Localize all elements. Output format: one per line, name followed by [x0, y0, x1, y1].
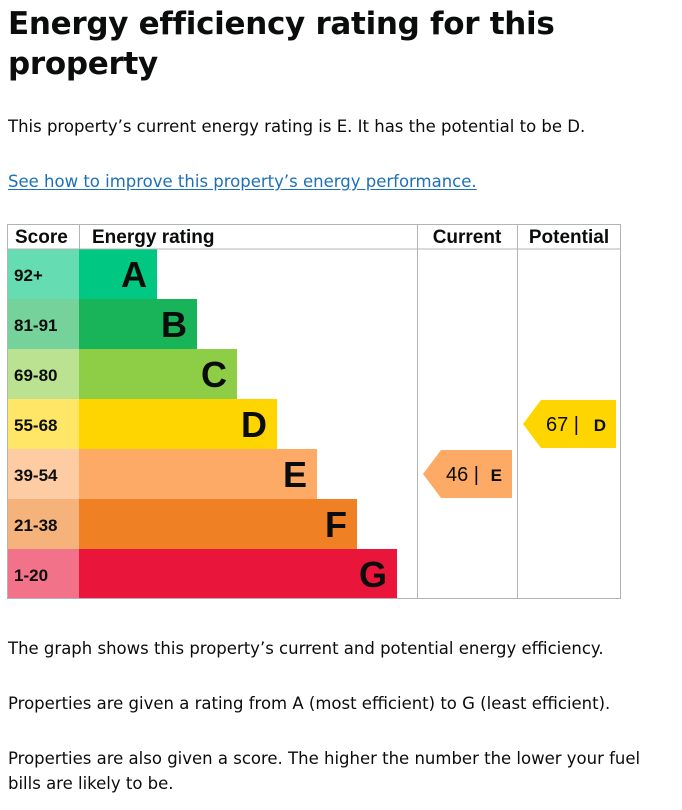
- potential-rating-score: 67 |: [546, 414, 579, 436]
- header-potential: Potential: [529, 227, 609, 248]
- header-current: Current: [433, 227, 502, 248]
- rating-bar-a: [79, 249, 157, 299]
- score-label-c: 69-80: [14, 366, 57, 385]
- energy-rating-chart: 92+ A 81-91 B 69-80 C 55-68 D 39-54 E 21-38 F 1-20 G S…: [7, 224, 621, 599]
- rating-bar-c: [79, 349, 237, 399]
- rating-letter-a: A: [121, 254, 147, 295]
- score-cell-b: [7, 299, 79, 349]
- score-cell-c: [7, 349, 79, 399]
- rating-letter-e: E: [283, 454, 307, 495]
- current-rating-score: 46 |: [446, 464, 479, 486]
- potential-rating-letter: D: [594, 416, 606, 435]
- improve-energy-performance-link[interactable]: See how to improve this property’s energ…: [8, 172, 477, 191]
- rating-bar-d: [79, 399, 277, 449]
- score-label-g: 1-20: [14, 566, 48, 585]
- rating-bar-b: [79, 299, 197, 349]
- rating-letter-c: C: [201, 354, 227, 395]
- score-label-e: 39-54: [14, 466, 58, 485]
- score-label-a: 92+: [14, 266, 43, 285]
- graph-description: The graph shows this property’s current …: [8, 639, 604, 658]
- page-title: Energy efficiency rating for this proper…: [8, 6, 555, 82]
- rating-bar-f: [79, 499, 357, 549]
- score-label-b: 81-91: [14, 316, 57, 335]
- header-score: Score: [15, 227, 68, 248]
- current-rating-arrow: [423, 450, 512, 498]
- rating-bar-g: [79, 549, 397, 599]
- score-cell-a: [7, 249, 79, 299]
- rating-letter-f: F: [325, 504, 347, 545]
- rating-letter-d: D: [241, 404, 267, 445]
- score-cell-d: [7, 399, 79, 449]
- rating-bar-e: [79, 449, 317, 499]
- score-cell-g: [7, 549, 79, 599]
- score-label-d: 55-68: [14, 416, 57, 435]
- rating-range-description: Properties are given a rating from A (mo…: [8, 694, 611, 713]
- rating-summary: This property’s current energy rating is…: [8, 117, 586, 136]
- score-label-f: 21-38: [14, 516, 57, 535]
- header-energy-rating: Energy rating: [92, 227, 214, 248]
- rating-letter-g: G: [359, 554, 387, 595]
- potential-rating-arrow: [523, 400, 616, 448]
- chart-border: [7, 224, 621, 599]
- rating-letter-b: B: [161, 304, 187, 345]
- score-cell-e: [7, 449, 79, 499]
- current-rating-letter: E: [491, 466, 502, 485]
- score-cell-f: [7, 499, 79, 549]
- score-description: Properties are also given a score. The h…: [8, 749, 641, 793]
